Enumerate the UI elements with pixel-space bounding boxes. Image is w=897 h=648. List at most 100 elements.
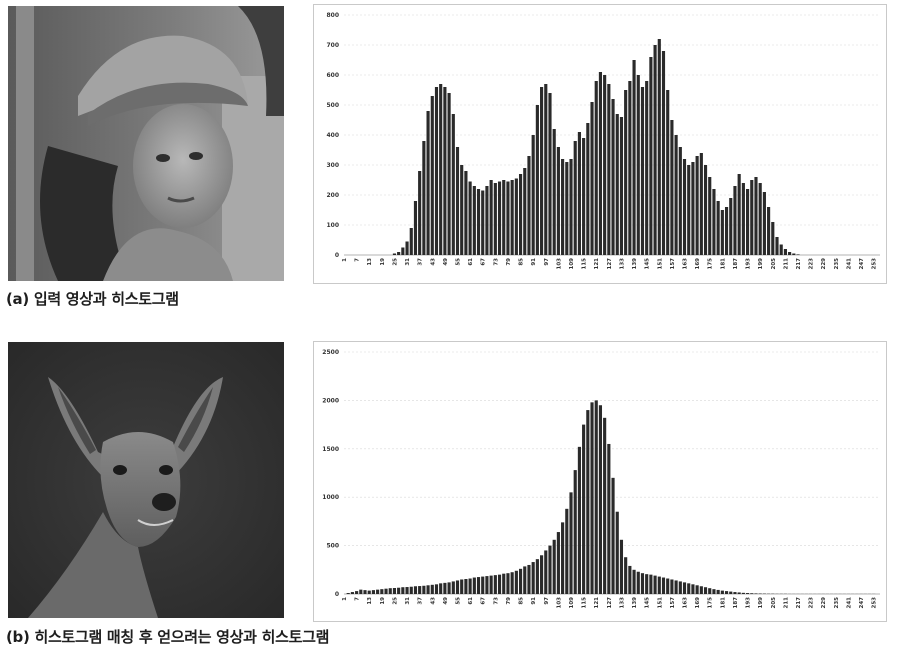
histogram-bar: [527, 564, 531, 594]
histogram-bar: [523, 168, 527, 255]
histogram-bar: [577, 446, 581, 594]
histogram-bar: [552, 539, 556, 594]
x-tick-label: 223: [809, 597, 815, 609]
histogram-bar: [582, 424, 586, 594]
histogram-bar: [460, 165, 464, 255]
histogram-bar: [439, 84, 443, 255]
histogram-bar: [670, 120, 674, 255]
x-tick-label: 127: [607, 597, 613, 609]
histogram-bar: [447, 582, 451, 594]
histogram-bar: [514, 570, 518, 594]
histogram-bar: [497, 181, 502, 255]
histogram-bar: [350, 592, 354, 594]
y-tick-label: 500: [326, 543, 339, 550]
histogram-bar: [754, 177, 758, 255]
histogram-bar: [716, 201, 720, 255]
histogram-bar: [691, 162, 695, 255]
x-tick-label: 109: [569, 597, 575, 609]
histogram-bar: [603, 75, 607, 255]
x-tick-label: 133: [619, 258, 625, 270]
histogram-bar: [729, 198, 733, 255]
histogram-bar: [544, 550, 548, 594]
histogram-bar: [674, 580, 678, 594]
histogram-bar: [611, 99, 615, 255]
histogram-bar: [645, 574, 649, 594]
x-tick-label: 157: [670, 597, 676, 609]
caption-b: (b) 히스토그램 매칭 후 얻으려는 영상과 히스토그램: [6, 628, 330, 646]
histogram-bar: [540, 87, 544, 255]
histogram-bar: [540, 555, 544, 594]
histogram-bar: [485, 186, 489, 255]
x-tick-label: 31: [405, 597, 411, 605]
x-tick-label: 97: [544, 597, 550, 605]
histogram-bar: [561, 522, 565, 594]
x-tick-label: 73: [493, 597, 499, 605]
histogram-bar: [506, 573, 510, 594]
histogram-bar: [792, 253, 796, 255]
x-tick-label: 103: [556, 597, 562, 609]
histogram-bar: [746, 189, 750, 255]
x-tick-label: 157: [670, 258, 676, 270]
y-tick-label: 800: [326, 12, 339, 19]
x-tick-label: 43: [430, 258, 436, 266]
y-tick-label: 2000: [322, 397, 339, 404]
x-tick-label: 193: [746, 258, 752, 270]
histogram-bar: [649, 57, 653, 255]
histogram-bar: [590, 402, 594, 594]
histogram-bar: [497, 574, 502, 594]
x-tick-label: 19: [380, 597, 386, 605]
histogram-bar: [476, 577, 481, 594]
x-tick-label: 25: [392, 258, 398, 266]
y-tick-label: 100: [326, 222, 339, 229]
histogram-bar: [590, 102, 594, 255]
histogram-bar: [699, 153, 703, 255]
histogram-bar: [569, 492, 573, 594]
histogram-bar: [380, 589, 384, 594]
y-tick-label: 1500: [322, 446, 339, 453]
histogram-bar: [687, 583, 691, 594]
histogram-bar: [758, 183, 762, 255]
histogram-bar: [741, 592, 745, 594]
histogram-bar: [733, 186, 737, 255]
histogram-bar: [531, 135, 535, 255]
histogram-bar: [413, 201, 418, 255]
histogram-bar: [468, 578, 472, 594]
histogram-bar: [594, 400, 598, 594]
histogram-bar: [645, 81, 649, 255]
x-tick-label: 109: [569, 258, 575, 270]
x-tick-label: 55: [456, 258, 462, 266]
x-tick-label: 121: [594, 258, 600, 270]
histogram-bar: [401, 247, 405, 255]
x-tick-label: 145: [645, 597, 651, 609]
histogram-bar: [737, 174, 741, 255]
histogram-bar: [666, 90, 670, 255]
histogram-bar: [397, 587, 401, 594]
histogram-bar: [367, 590, 371, 594]
histogram-bar: [481, 190, 485, 255]
x-tick-label: 49: [443, 597, 449, 605]
histogram-bar: [392, 588, 397, 594]
histogram-bar: [363, 590, 367, 594]
x-tick-label: 193: [746, 597, 752, 609]
histogram-bar: [586, 123, 590, 255]
histogram-bar: [703, 587, 708, 594]
x-tick-label: 247: [859, 597, 865, 609]
histogram-bar: [422, 141, 426, 255]
histogram-bar: [426, 111, 430, 255]
x-tick-label: 103: [556, 258, 562, 270]
x-tick-label: 73: [493, 258, 499, 266]
histogram-bar: [510, 180, 514, 255]
x-tick-label: 1: [342, 597, 348, 601]
histogram-bar: [640, 87, 645, 255]
histogram-bar: [603, 417, 607, 594]
histogram-bar: [531, 562, 535, 594]
histogram-bar: [724, 207, 729, 255]
histogram-bar: [451, 114, 455, 255]
histogram-bar: [598, 72, 603, 255]
x-tick-label: 67: [481, 597, 487, 605]
y-tick-label: 700: [326, 42, 339, 49]
x-tick-label: 199: [758, 258, 764, 270]
histogram-bar: [712, 589, 716, 594]
histogram-bar: [561, 159, 565, 255]
histogram-bar: [783, 249, 787, 255]
